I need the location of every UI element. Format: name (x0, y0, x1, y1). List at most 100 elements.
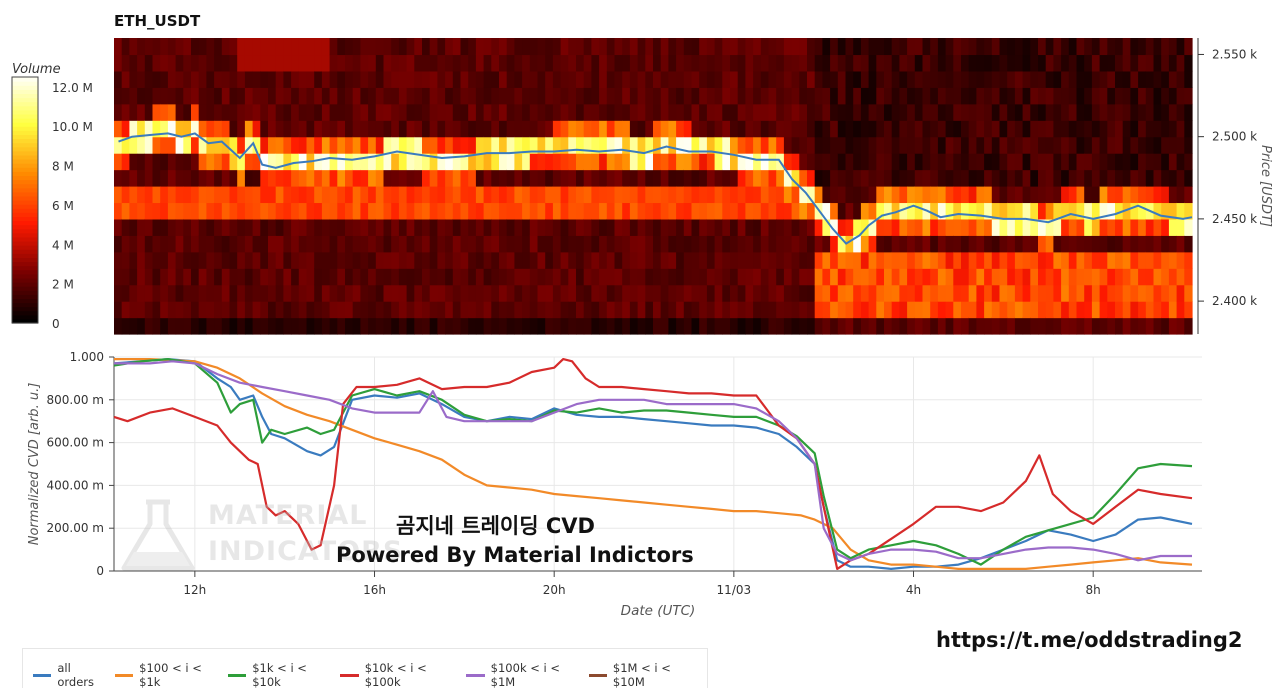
heatmap-cell (614, 301, 623, 319)
heatmap-cell (799, 120, 808, 138)
heatmap-cell (706, 251, 716, 269)
heatmap-cell (552, 70, 562, 88)
heatmap-cell (914, 38, 924, 56)
heatmap-cell (237, 54, 246, 72)
heatmap-cell (814, 103, 823, 121)
heatmap-cell (714, 120, 723, 138)
cvd-y-tick-label: 1.000 (70, 350, 104, 364)
heatmap-cell (214, 301, 223, 319)
heatmap-cell (1184, 38, 1193, 56)
legend: all orders $100 < i < $1k $1k < i < $10k $1… (22, 648, 708, 689)
heatmap-cell (283, 120, 292, 138)
heatmap-cell (699, 103, 708, 121)
heatmap-cell (537, 268, 546, 286)
heatmap-cell (868, 70, 877, 88)
heatmap-cell (144, 235, 154, 253)
legend-item[interactable]: $100k < i < $1M (466, 661, 580, 689)
heatmap-cell (930, 251, 939, 269)
heatmap-cell (845, 38, 854, 56)
cvd-y-tick-label: 0 (96, 564, 104, 578)
heatmap-cell (876, 169, 885, 187)
heatmap-cell (1122, 169, 1131, 187)
heatmap-cell (1099, 268, 1108, 286)
legend-item[interactable]: $1k < i < $10k (227, 661, 332, 689)
heatmap-cell (391, 70, 400, 88)
heatmap-cell (1176, 87, 1185, 105)
legend-item[interactable]: $100 < i < $1k (114, 661, 220, 689)
heatmap-cell (160, 251, 169, 269)
heatmap-cell (291, 218, 300, 236)
heatmap-cell (660, 186, 669, 204)
heatmap-cell (506, 136, 515, 154)
heatmap-cell (699, 87, 708, 105)
heatmap-cell (907, 103, 916, 121)
heatmap-cell (722, 317, 731, 335)
heatmap-cell (1099, 153, 1108, 171)
cvd-x-tick-label: 16h (363, 583, 386, 597)
heatmap-cell (984, 70, 993, 88)
heatmap-cell (1184, 301, 1193, 319)
heatmap-cell (445, 202, 454, 220)
heatmap-cell (783, 54, 793, 72)
heatmap-cell (845, 284, 854, 302)
heatmap-cell (275, 87, 284, 105)
legend-item[interactable]: $10k < i < $100k (340, 661, 458, 689)
heatmap-cell (252, 218, 261, 236)
heatmap-cell (614, 120, 623, 138)
heatmap-cell (568, 153, 577, 171)
heatmap-cell (907, 235, 916, 253)
heatmap-cell (329, 120, 338, 138)
legend-item[interactable]: $1M < i < $10M (588, 661, 700, 689)
heatmap-cell (1145, 235, 1155, 253)
heatmap-cell (545, 38, 554, 56)
heatmap-cell (214, 120, 223, 138)
heatmap-cell (753, 38, 762, 56)
heatmap-cell (114, 103, 123, 121)
heatmap-cell (1168, 136, 1178, 154)
heatmap-cell (229, 235, 238, 253)
heatmap-cell (383, 202, 392, 220)
heatmap-cell (868, 54, 877, 72)
heatmap-cell (491, 70, 500, 88)
heatmap-cell (922, 38, 931, 56)
heatmap-cell (691, 186, 700, 204)
colorbar-segment (12, 236, 38, 242)
heatmap-cell (599, 153, 608, 171)
heatmap-cell (345, 120, 354, 138)
heatmap-cell (368, 235, 377, 253)
heatmap-cell (768, 317, 777, 335)
heatmap-cell (953, 268, 962, 286)
telegram-link[interactable]: https://t.me/oddstrading2 (936, 628, 1243, 652)
heatmap-cell (1053, 70, 1062, 88)
heatmap-cell (945, 87, 954, 105)
heatmap-cell (968, 317, 977, 335)
heatmap-cell (676, 186, 685, 204)
heatmap-cell (953, 284, 962, 302)
legend-item[interactable]: all orders (33, 661, 107, 689)
heatmap-cell (783, 218, 793, 236)
heatmap-cell (668, 235, 677, 253)
heatmap-cell (860, 186, 870, 204)
heatmap-cell (976, 235, 985, 253)
heatmap-cell (799, 153, 808, 171)
heatmap-cell (783, 284, 793, 302)
colorbar-segment (12, 146, 38, 152)
heatmap-cell (1045, 103, 1054, 121)
heatmap-cell (706, 153, 716, 171)
heatmap-cell (845, 103, 854, 121)
heatmap-cell (676, 235, 685, 253)
heatmap-cell (991, 218, 1001, 236)
heatmap-cell (922, 169, 931, 187)
heatmap-cell (152, 284, 161, 302)
heatmap-cell (668, 202, 677, 220)
heatmap-cell (745, 268, 754, 286)
heatmap-cell (506, 301, 515, 319)
heatmap-cell (1053, 38, 1062, 56)
heatmap-cell (660, 284, 669, 302)
heatmap-cell (268, 268, 277, 286)
heatmap-cell (699, 235, 708, 253)
heatmap-cell (1022, 284, 1031, 302)
heatmap-cell (383, 70, 392, 88)
heatmap-cell (483, 284, 492, 302)
heatmap-cell (1045, 87, 1054, 105)
